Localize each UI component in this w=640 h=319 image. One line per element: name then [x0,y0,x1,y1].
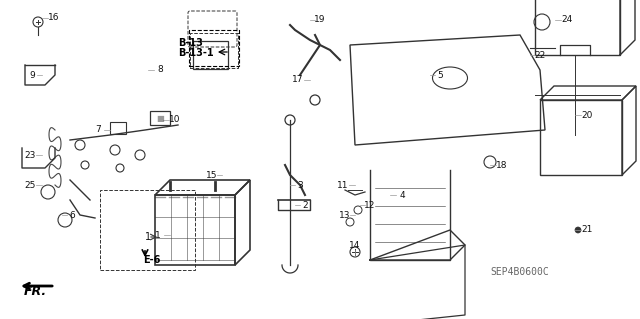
Text: 20: 20 [581,110,593,120]
Bar [193,41,227,69]
Text: 2: 2 [302,201,308,210]
Text: 25: 25 [24,181,36,189]
Text: 16: 16 [48,13,60,23]
Text: 21: 21 [581,226,593,234]
Text: 22: 22 [534,50,546,60]
Text: SEP4B0600C: SEP4B0600C [490,267,548,277]
Text: 7: 7 [95,125,101,135]
Text: 19: 19 [314,16,326,25]
Text: 23: 23 [24,151,36,160]
Bar [189,30,239,66]
Text: 6: 6 [69,211,75,219]
Text: ■: ■ [156,114,164,122]
Text: B-13-1: B-13-1 [178,48,214,58]
Text: 13: 13 [339,211,351,219]
Text: 4: 4 [399,190,405,199]
Text: 5: 5 [437,70,443,79]
Text: B-13: B-13 [178,38,203,48]
Text: 10: 10 [169,115,180,124]
Text: 3: 3 [297,181,303,189]
Text: 14: 14 [349,241,361,249]
Text: 24: 24 [561,16,573,25]
Text: 17: 17 [292,76,304,85]
Circle shape [575,227,581,233]
Text: E-6: E-6 [143,255,161,265]
Text: 1: 1 [145,232,151,242]
Bar [110,122,126,134]
Text: 11: 11 [337,181,349,189]
Text: 18: 18 [496,160,508,169]
Text: 8: 8 [157,65,163,75]
Text: FR.: FR. [24,285,47,298]
Bar [150,111,170,125]
Text: 12: 12 [364,201,376,210]
Bar [190,33,238,68]
Bar [100,190,195,270]
Text: 1: 1 [155,231,161,240]
Text: 15: 15 [206,170,218,180]
Text: 9: 9 [29,70,35,79]
